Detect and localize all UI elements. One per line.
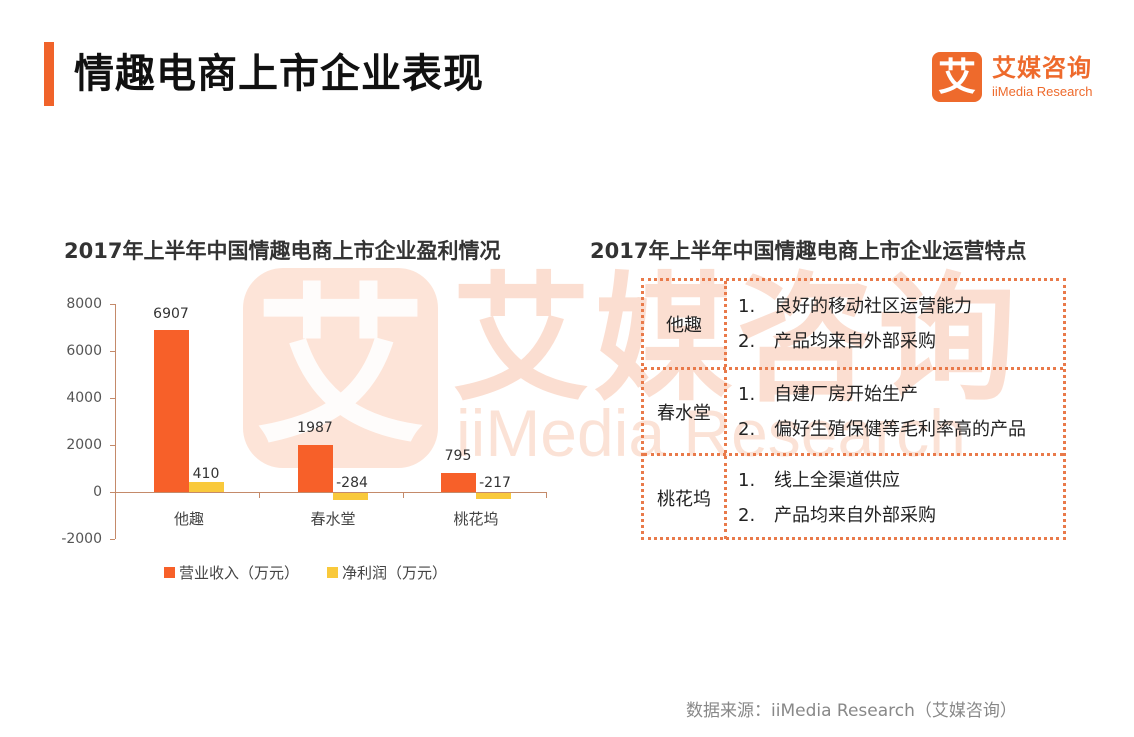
legend-swatch-profit — [327, 567, 339, 578]
bar-value-label: 6907 — [153, 306, 189, 322]
x-tick — [259, 492, 260, 498]
legend-item-revenue: 营业收入（万元） — [164, 562, 299, 583]
logo-text-cn: 艾媒咨询 — [992, 54, 1092, 82]
item-number: 2. — [738, 418, 756, 440]
x-category-label: 桃花坞 — [453, 510, 499, 528]
y-tick — [110, 539, 115, 540]
chart-title: 2017年上半年中国情趣电商上市企业盈利情况 — [64, 239, 501, 263]
item-text: 自建厂房开始生产 — [774, 383, 918, 405]
logo-icon: 艾 — [932, 52, 982, 102]
x-axis — [115, 492, 547, 493]
logo-text-en: iiMedia Research — [992, 84, 1093, 99]
bar-value-label: 410 — [192, 466, 220, 482]
y-tick-label: 6000 — [66, 343, 102, 359]
item-number: 1. — [738, 383, 756, 405]
y-tick — [110, 351, 115, 352]
x-category-label: 他趣 — [173, 510, 204, 528]
profit-bar-chart: 8000 6000 4000 2000 0 -2000 6907 410 198… — [40, 290, 570, 600]
page-title: 情趣电商上市企业表现 — [74, 51, 484, 97]
feature-item: 2. 产品均来自外部采购 — [738, 498, 1063, 533]
bar-value-label: -284 — [336, 475, 368, 491]
x-tick — [403, 492, 404, 498]
legend-swatch-revenue — [164, 567, 175, 578]
bar-revenue-tache — [154, 330, 189, 492]
feature-list: 1. 自建厂房开始生产 2. 偏好生殖保健等毛利率高的产品 — [730, 370, 1063, 453]
company-name: 桃花坞 — [644, 456, 727, 539]
item-text: 良好的移动社区运营能力 — [774, 296, 972, 317]
y-tick-label: 2000 — [66, 437, 102, 453]
legend-item-profit: 净利润（万元） — [327, 562, 447, 583]
x-category-label: 春水堂 — [310, 510, 356, 528]
item-number: 2. — [738, 331, 756, 352]
chart-legend: 营业收入（万元） 净利润（万元） — [164, 562, 475, 583]
title-accent-bar — [44, 42, 54, 106]
bar-profit-taohuawu — [476, 493, 511, 499]
y-tick — [110, 492, 115, 493]
feature-item: 2. 产品均来自外部采购 — [738, 324, 1063, 359]
item-text: 线上全渠道供应 — [774, 469, 900, 491]
legend-label: 营业收入（万元） — [179, 564, 300, 582]
item-text: 产品均来自外部采购 — [774, 331, 936, 352]
bar-profit-tache — [189, 482, 224, 492]
bar-revenue-taohuawu — [441, 473, 476, 492]
bar-value-label: -217 — [479, 475, 511, 491]
item-text: 偏好生殖保健等毛利率高的产品 — [774, 418, 1026, 440]
y-axis — [115, 304, 116, 539]
table-row: 桃花坞 1. 线上全渠道供应 2. 产品均来自外部采购 — [644, 453, 1063, 539]
table-title: 2017年上半年中国情趣电商上市企业运营特点 — [590, 239, 1027, 263]
table-row: 他趣 1. 良好的移动社区运营能力 2. 产品均来自外部采购 — [644, 281, 1063, 367]
feature-item: 1. 线上全渠道供应 — [738, 463, 1063, 498]
legend-label: 净利润（万元） — [342, 564, 448, 582]
item-text: 产品均来自外部采购 — [774, 504, 936, 526]
bar-revenue-chunshuitang — [298, 445, 333, 492]
table-row: 春水堂 1. 自建厂房开始生产 2. 偏好生殖保健等毛利率高的产品 — [644, 367, 1063, 453]
operations-table: 他趣 1. 良好的移动社区运营能力 2. 产品均来自外部采购 春水堂 1. 自建厂房开… — [641, 278, 1066, 540]
company-name: 他趣 — [644, 281, 727, 367]
item-number: 1. — [738, 296, 756, 317]
feature-item: 1. 自建厂房开始生产 — [738, 377, 1063, 412]
y-tick — [110, 445, 115, 446]
x-tick — [546, 492, 547, 498]
y-tick-label: 8000 — [66, 296, 102, 312]
company-name: 春水堂 — [644, 370, 727, 453]
brand-logo: 艾 艾媒咨询 iiMedia Research — [932, 52, 1112, 104]
item-number: 2. — [738, 504, 756, 526]
feature-list: 1. 线上全渠道供应 2. 产品均来自外部采购 — [730, 456, 1063, 539]
feature-list: 1. 良好的移动社区运营能力 2. 产品均来自外部采购 — [730, 281, 1063, 367]
data-source: 数据来源：iiMedia Research（艾媒咨询） — [686, 701, 1017, 721]
feature-item: 1. 良好的移动社区运营能力 — [738, 289, 1063, 324]
item-number: 1. — [738, 469, 756, 491]
y-tick-label: 4000 — [66, 390, 102, 406]
bar-value-label: 1987 — [297, 420, 333, 436]
bar-value-label: 795 — [444, 448, 472, 464]
y-tick — [110, 398, 115, 399]
y-tick-label: -2000 — [61, 531, 102, 547]
y-tick — [110, 304, 115, 305]
feature-item: 2. 偏好生殖保健等毛利率高的产品 — [738, 412, 1063, 447]
bar-profit-chunshuitang — [333, 493, 368, 500]
y-tick-label: 0 — [93, 484, 102, 500]
